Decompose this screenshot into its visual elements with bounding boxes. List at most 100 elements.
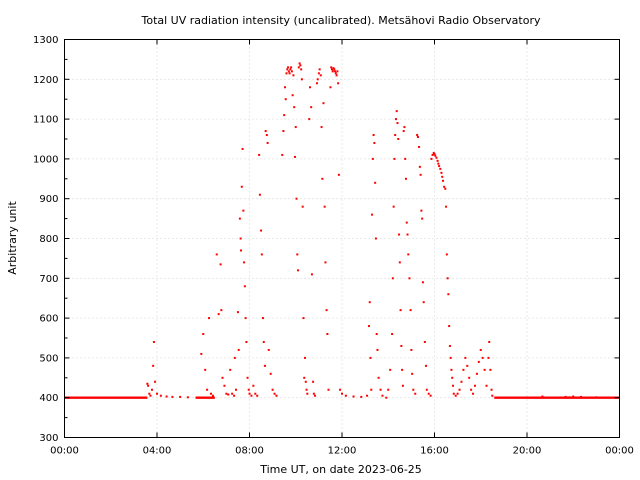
x-tick-label: 00:00 [50, 446, 79, 457]
data-point [432, 151, 435, 154]
data-point [443, 185, 446, 188]
data-point [371, 157, 374, 160]
data-point [374, 237, 377, 240]
data-point [429, 394, 432, 397]
data-point [293, 155, 296, 158]
data-point [206, 388, 209, 391]
data-point [377, 376, 380, 379]
data-point [410, 348, 413, 351]
data-point [402, 130, 405, 133]
y-tick-label: 600 [39, 314, 58, 325]
y-axis-title: Arbitrary unit [6, 201, 19, 275]
data-point [312, 392, 315, 395]
data-point [323, 205, 326, 208]
data-point [460, 380, 463, 383]
data-point [225, 392, 228, 395]
data-point [439, 167, 442, 170]
data-point [389, 368, 392, 371]
data-point [394, 134, 397, 137]
data-point [147, 384, 150, 387]
data-point [488, 340, 491, 343]
data-point [397, 138, 400, 140]
data-point [445, 205, 448, 208]
data-point [310, 106, 313, 109]
data-point [244, 317, 247, 320]
data-point [406, 233, 409, 236]
data-point [238, 217, 241, 220]
data-point [287, 66, 290, 69]
data-point [372, 134, 375, 137]
data-point [452, 392, 455, 395]
data-point [449, 356, 452, 359]
data-point [298, 62, 301, 65]
data-point [263, 364, 266, 367]
chart-title: Total UV radiation intensity (uncalibrat… [141, 14, 541, 27]
data-point [404, 157, 407, 160]
data-point [219, 263, 222, 266]
data-point [441, 175, 444, 178]
grid [64, 39, 620, 438]
data-point [414, 392, 417, 395]
data-point [236, 311, 239, 314]
data-point [327, 388, 330, 391]
data-point [235, 388, 238, 391]
data-point [422, 301, 425, 304]
data-point [246, 376, 249, 379]
data-point [221, 376, 224, 379]
data-point [202, 333, 205, 336]
data-point [215, 253, 218, 256]
y-tick-label: 400 [39, 393, 58, 404]
data-point [379, 388, 382, 391]
data-point [421, 281, 424, 284]
data-point [399, 309, 402, 312]
data-point [204, 368, 207, 371]
data-point [240, 249, 243, 252]
data-point [252, 384, 255, 387]
data-point [487, 356, 490, 359]
data-point [370, 388, 373, 391]
data-point [149, 394, 152, 397]
data-point [260, 229, 263, 232]
data-point [264, 130, 267, 133]
data-point [438, 165, 441, 168]
data-point [334, 72, 337, 75]
data-point [223, 384, 226, 387]
data-point [387, 388, 390, 391]
data-point [322, 102, 325, 105]
data-point [412, 388, 415, 391]
data-point [445, 253, 448, 256]
data-point [491, 394, 494, 397]
data-point [306, 392, 309, 395]
data-point [444, 187, 447, 190]
data-point [466, 364, 469, 367]
data-point [304, 356, 306, 359]
data-point [473, 384, 476, 387]
data-point [229, 368, 232, 371]
y-tick-label: 500 [39, 353, 58, 364]
data-point [231, 392, 234, 395]
data-point [367, 325, 370, 328]
data-point [243, 285, 246, 288]
data-point [150, 388, 153, 391]
data-point [269, 372, 272, 375]
data-point [401, 368, 404, 371]
data-point [405, 221, 408, 224]
data-point [320, 126, 323, 129]
y-tick-label: 900 [39, 194, 58, 205]
data-point [404, 177, 407, 180]
data-point [336, 70, 339, 73]
data-point [393, 157, 396, 160]
data-point [165, 395, 168, 398]
data-point [254, 392, 257, 395]
data-point [286, 68, 289, 71]
data-point [344, 394, 347, 397]
data-point [325, 309, 328, 312]
data-point [283, 86, 286, 89]
data-point [146, 382, 149, 385]
data-point [245, 340, 248, 343]
data-point [423, 340, 426, 343]
data-point [416, 134, 419, 137]
data-point [335, 74, 338, 77]
data-point [454, 394, 457, 397]
data-point [288, 72, 291, 75]
